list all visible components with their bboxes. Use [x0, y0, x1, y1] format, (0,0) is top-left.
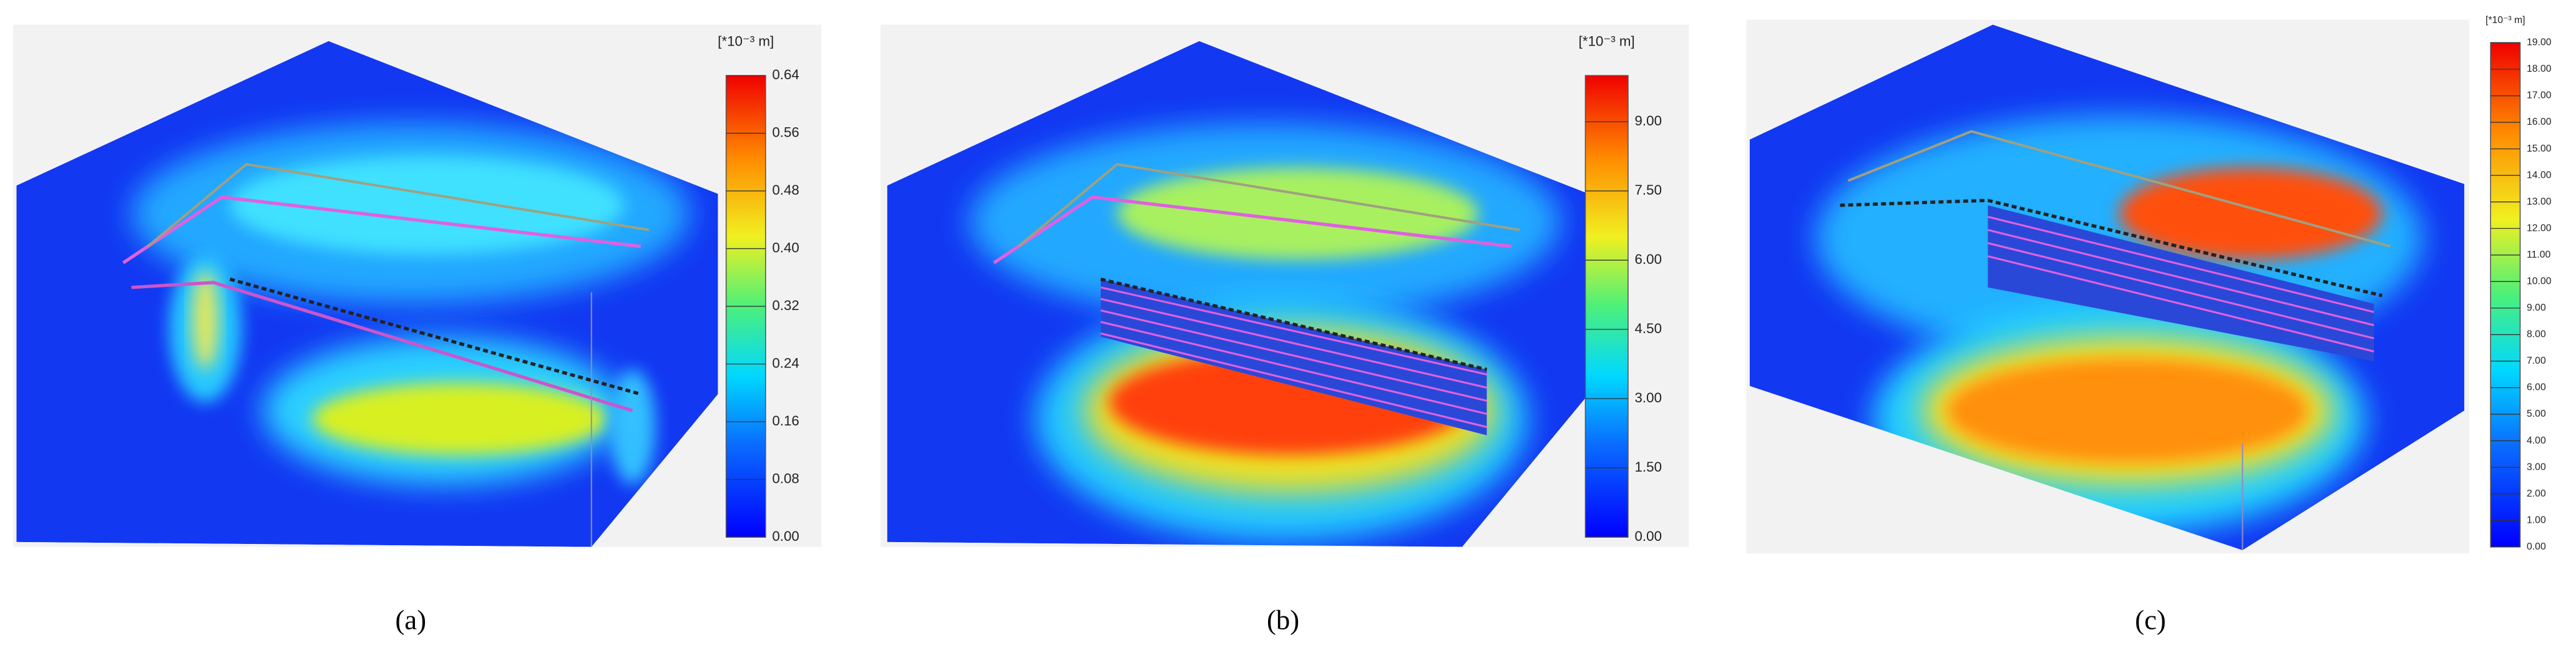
panel-a-model — [13, 24, 822, 547]
colorbar-tick-label: 0.32 — [772, 298, 799, 313]
colorbar-tick-label: 1.50 — [1634, 459, 1662, 475]
colorbar-tick-label: 0.00 — [772, 528, 799, 544]
colorbar-tick-label: 0.16 — [772, 413, 799, 429]
colorbar-tick-label: 0.08 — [772, 470, 799, 486]
colorbar-tick-label: 0.24 — [772, 355, 799, 371]
colorbar-tick-label: 4.50 — [1634, 321, 1662, 336]
panel-b-model — [881, 24, 1689, 547]
panel-c-model — [1746, 19, 2469, 554]
colorbar-tick-label: 7.00 — [2527, 356, 2546, 366]
colorbar-tick-label: 0.40 — [772, 240, 799, 255]
colorbar-tick-label: 0.00 — [1634, 528, 1662, 544]
colorbar-unit: [*10⁻³ m] — [718, 34, 774, 49]
colorbar-unit: [*10⁻³ m] — [1579, 34, 1635, 49]
colorbar-tick-label: 18.00 — [2527, 64, 2552, 74]
colorbar-tick-label: 17.00 — [2527, 90, 2552, 101]
colorbar-unit: [*10⁻³ m] — [2486, 15, 2525, 26]
colorbar — [1584, 75, 1629, 538]
colorbar-tick-label: 0.48 — [772, 182, 799, 198]
colorbar-tick-label: 6.00 — [2527, 382, 2546, 393]
colorbar-tick-label: 2.00 — [2527, 488, 2546, 499]
colorbar-tick-label: 9.00 — [2527, 303, 2546, 313]
colorbar-tick-label: 11.00 — [2527, 250, 2551, 260]
colorbar-tick-label: 4.00 — [2527, 435, 2546, 446]
colorbar-tick-label: 13.00 — [2527, 196, 2552, 207]
colorbar-tick-label: 1.00 — [2527, 515, 2546, 525]
colorbar-tick-label: 7.50 — [1634, 182, 1662, 198]
colorbar-tick-label: 5.00 — [2527, 409, 2546, 419]
colorbar-tick-label: 0.56 — [772, 124, 799, 140]
colorbar-tick-label: 10.00 — [2527, 276, 2552, 287]
colorbar-tick-label: 3.00 — [2527, 462, 2546, 472]
panel-caption: (a) — [395, 604, 426, 635]
panel-caption: (b) — [1267, 604, 1299, 635]
colorbar-tick-label: 16.00 — [2527, 117, 2552, 127]
colorbar-tick-label: 3.00 — [1634, 390, 1662, 405]
colorbar-tick-label: 6.00 — [1634, 251, 1662, 267]
colorbar-tick-label: 14.00 — [2527, 170, 2552, 180]
colorbar-tick-label: 0.00 — [2527, 541, 2546, 552]
panel-caption: (c) — [2135, 604, 2166, 635]
colorbar-tick-label: 9.00 — [1634, 113, 1662, 129]
colorbar-tick-label: 12.00 — [2527, 223, 2552, 233]
colorbar-tick-label: 8.00 — [2527, 329, 2546, 340]
colorbar-tick-label: 19.00 — [2527, 37, 2552, 48]
colorbar-tick-label: 0.64 — [772, 67, 799, 82]
colorbar — [2490, 42, 2521, 548]
colorbar-tick-label: 15.00 — [2527, 143, 2552, 154]
